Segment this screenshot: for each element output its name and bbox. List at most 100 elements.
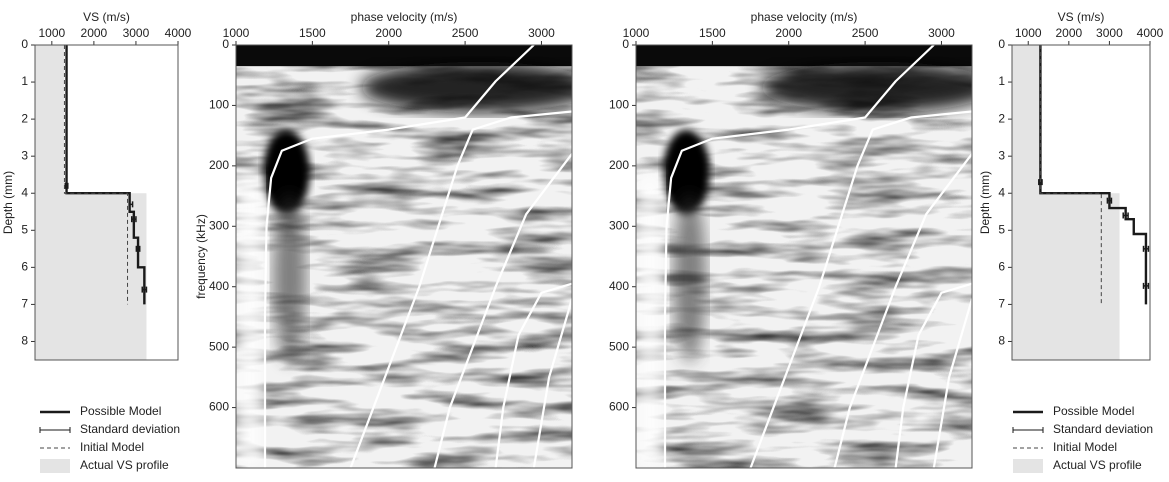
error-bar — [135, 245, 141, 252]
x-tick-label: 2000 — [775, 26, 802, 40]
image-dark-zone — [262, 129, 310, 215]
error-bar — [1122, 212, 1129, 219]
error-bar — [64, 182, 69, 189]
mode-curve — [833, 153, 972, 468]
y-axis-label: Depth (mm) — [1, 171, 15, 234]
mode-curve — [349, 110, 572, 468]
x-tick-label: 4000 — [1137, 26, 1164, 40]
y-tick-label: 400 — [209, 279, 229, 293]
plot-frame — [34, 44, 179, 361]
error-bar — [1142, 245, 1150, 252]
plot-frame — [235, 44, 573, 469]
y-tick-label: 200 — [209, 158, 229, 172]
x-tick-label: 1000 — [1015, 26, 1042, 40]
error-bar — [130, 216, 137, 223]
x-tick-label: 1000 — [38, 26, 65, 40]
x-tick-label: 1000 — [623, 26, 650, 40]
x-tick-label: 3000 — [928, 26, 955, 40]
y-tick-label: 600 — [209, 400, 229, 414]
image-top-band — [236, 45, 572, 67]
x-axis-label: VS (m/s) — [1058, 10, 1105, 24]
x-tick-label: 1500 — [299, 26, 326, 40]
mode-curve — [894, 282, 972, 468]
error-bar — [141, 286, 148, 293]
legend-label: Standard deviation — [1053, 422, 1153, 436]
actual-profile-area — [1012, 45, 1120, 360]
mode-curve — [932, 298, 972, 468]
x-tick-label: 1500 — [699, 26, 726, 40]
y-tick-label: 3 — [998, 148, 1005, 162]
y-tick-label: 6 — [998, 260, 1005, 274]
y-tick-label: 300 — [209, 218, 229, 232]
x-axis-label: phase velocity (m/s) — [751, 10, 858, 24]
y-axis-label: frequency (kHz) — [194, 214, 208, 299]
y-tick-label: 7 — [21, 297, 28, 311]
x-tick-label: 3000 — [528, 26, 555, 40]
image-top-band — [636, 45, 972, 67]
y-tick-label: 5 — [21, 222, 28, 236]
x-tick-label: 2000 — [375, 26, 402, 40]
mode-curve — [663, 45, 935, 468]
error-bar — [1106, 197, 1113, 204]
legend-label: Initial Model — [1053, 440, 1117, 454]
image-dark-zone — [272, 193, 307, 363]
dispersion-image — [636, 45, 972, 468]
y-tick-label: 2 — [21, 111, 28, 125]
y-tick-label: 1 — [21, 74, 28, 88]
error-bar — [1038, 179, 1043, 186]
legend-label: Standard deviation — [80, 422, 180, 436]
x-tick-label: 1000 — [223, 26, 250, 40]
y-tick-label: 6 — [21, 260, 28, 274]
y-tick-label: 200 — [609, 158, 629, 172]
legend-label: Possible Model — [1053, 404, 1134, 418]
image-light-zone — [636, 171, 663, 468]
x-tick-label: 3000 — [123, 26, 150, 40]
y-tick-label: 600 — [609, 400, 629, 414]
y-tick-label: 2 — [998, 111, 1005, 125]
x-tick-label: 2000 — [81, 26, 108, 40]
y-tick-label: 0 — [222, 37, 229, 51]
mode-curve — [494, 282, 572, 468]
legend-label: Initial Model — [80, 440, 144, 454]
y-tick-label: 400 — [609, 279, 629, 293]
y-tick-label: 4 — [21, 185, 28, 199]
x-tick-label: 2500 — [452, 26, 479, 40]
mode-curve — [263, 45, 535, 468]
error-bar — [128, 201, 134, 208]
y-axis-label: Depth (mm) — [978, 171, 992, 234]
initial-model-line — [1039, 45, 1102, 305]
y-tick-label: 500 — [609, 339, 629, 353]
y-tick-label: 100 — [609, 98, 629, 112]
y-tick-label: 0 — [998, 37, 1005, 51]
y-tick-label: 100 — [209, 98, 229, 112]
y-tick-label: 7 — [998, 297, 1005, 311]
y-tick-label: 300 — [609, 218, 629, 232]
y-tick-label: 500 — [209, 339, 229, 353]
plot-frame — [1011, 44, 1151, 361]
legend-label: Possible Model — [80, 404, 161, 418]
x-tick-label: 3000 — [1096, 26, 1123, 40]
y-tick-label: 3 — [21, 148, 28, 162]
legend-label: Actual VS profile — [80, 458, 169, 472]
x-tick-label: 2000 — [1055, 26, 1082, 40]
model-line — [65, 45, 146, 305]
image-dark-zone — [672, 193, 707, 363]
y-tick-label: 1 — [998, 74, 1005, 88]
initial-model-line — [63, 45, 129, 305]
image-dark-zone — [662, 129, 710, 215]
legend-swatch — [40, 459, 70, 473]
y-tick-label: 5 — [998, 222, 1005, 236]
dispersion-image — [236, 45, 572, 468]
actual-profile-area — [35, 45, 147, 360]
legend-label: Actual VS profile — [1053, 458, 1142, 472]
plot-frame — [635, 44, 973, 469]
y-tick-label: 4 — [998, 185, 1005, 199]
image-dark-zone — [360, 61, 572, 113]
x-tick-label: 2500 — [852, 26, 879, 40]
x-axis-label: phase velocity (m/s) — [351, 10, 458, 24]
error-bar — [1142, 282, 1150, 289]
image-dark-zone — [760, 61, 972, 113]
legend-swatch — [1013, 459, 1043, 473]
y-tick-label: 8 — [21, 334, 28, 348]
